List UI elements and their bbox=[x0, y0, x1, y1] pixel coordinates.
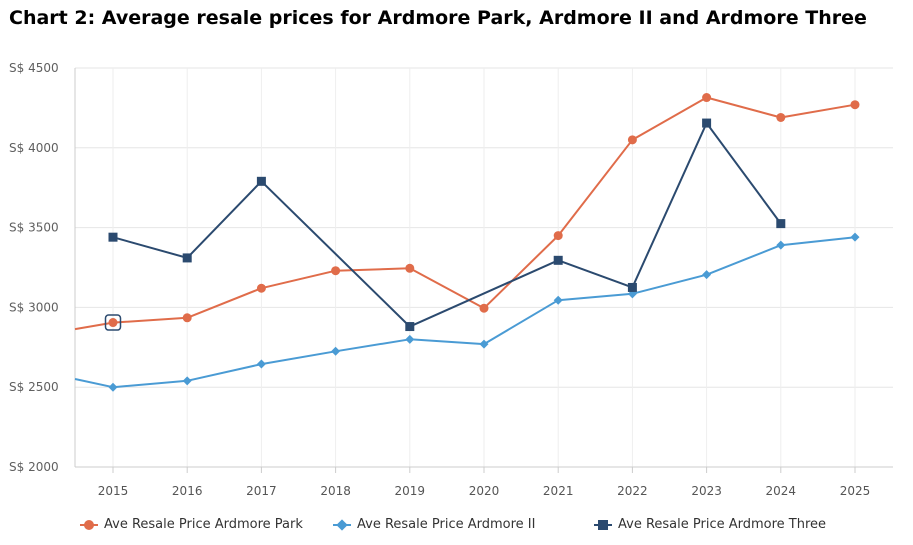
data-point bbox=[553, 231, 563, 241]
legend-item-ardmore-ii[interactable]: Ave Resale Price Ardmore II bbox=[333, 517, 535, 532]
x-axis-tick-labels: 2015 2016 2017 2018 2019 2020 2021 2022 2023 2024… bbox=[98, 484, 871, 498]
legend: Ave Resale Price Ardmore Park Ave Resale… bbox=[0, 517, 913, 537]
legend-item-ardmore-park[interactable]: Ave Resale Price Ardmore Park bbox=[80, 517, 303, 532]
series-line-1 bbox=[74, 236, 856, 389]
data-point bbox=[776, 112, 786, 122]
legend-label-ardmore-ii: Ave Resale Price Ardmore II bbox=[357, 517, 536, 532]
x-tick-label: 2019 bbox=[395, 484, 426, 498]
grid-lines bbox=[75, 67, 893, 467]
data-point bbox=[553, 295, 563, 305]
x-tick-label: 2025 bbox=[840, 484, 871, 498]
x-tick-label: 2023 bbox=[691, 484, 722, 498]
data-point bbox=[627, 135, 637, 145]
x-tick-label: 2024 bbox=[766, 484, 797, 498]
x-tick-label: 2016 bbox=[172, 484, 203, 498]
series-lines bbox=[74, 96, 856, 389]
data-point bbox=[182, 253, 192, 263]
x-tick-label: 2020 bbox=[469, 484, 500, 498]
highlight-marker bbox=[104, 314, 122, 331]
y-axis-tick-labels: S$ 2000 S$ 2500 S$ 3000 S$ 3500 S$ 4000 S$ 45… bbox=[9, 61, 59, 474]
data-point bbox=[405, 322, 415, 332]
data-point bbox=[108, 318, 118, 328]
x-tick-label: 2018 bbox=[320, 484, 351, 498]
data-point bbox=[256, 359, 266, 369]
legend-swatch-ardmore-three bbox=[594, 519, 612, 531]
legend-label-ardmore-park: Ave Resale Price Ardmore Park bbox=[104, 517, 303, 532]
chart-title: Chart 2: Average resale prices for Ardmo… bbox=[9, 7, 867, 29]
data-point bbox=[182, 313, 192, 323]
axes bbox=[74, 68, 893, 473]
series-line-2 bbox=[112, 122, 782, 328]
y-tick-label: S$ 2000 bbox=[9, 460, 59, 474]
data-point bbox=[108, 232, 118, 242]
data-point bbox=[182, 376, 192, 386]
data-point bbox=[256, 176, 266, 186]
y-tick-label: S$ 3000 bbox=[9, 300, 59, 314]
data-point bbox=[702, 270, 712, 280]
series-line-0 bbox=[74, 96, 856, 331]
y-tick-label: S$ 4000 bbox=[9, 141, 59, 155]
legend-item-ardmore-three[interactable]: Ave Resale Price Ardmore Three bbox=[594, 517, 826, 532]
data-point bbox=[479, 303, 489, 313]
data-point bbox=[479, 339, 489, 349]
x-tick-label: 2022 bbox=[617, 484, 648, 498]
data-point bbox=[850, 232, 860, 242]
data-point bbox=[256, 283, 266, 293]
y-tick-label: S$ 3500 bbox=[9, 221, 59, 235]
y-tick-label: S$ 4500 bbox=[9, 61, 59, 75]
data-point bbox=[627, 282, 637, 292]
x-tick-label: 2021 bbox=[543, 484, 574, 498]
legend-label-ardmore-three: Ave Resale Price Ardmore Three bbox=[618, 517, 827, 532]
data-point bbox=[702, 93, 712, 103]
data-point bbox=[776, 219, 786, 229]
data-point bbox=[331, 266, 341, 276]
x-tick-label: 2017 bbox=[246, 484, 277, 498]
data-point bbox=[553, 255, 563, 265]
x-tick-label: 2015 bbox=[98, 484, 129, 498]
data-point bbox=[702, 118, 712, 128]
y-tick-label: S$ 2500 bbox=[9, 380, 59, 394]
series-markers bbox=[104, 93, 860, 392]
legend-swatch-ardmore-ii bbox=[333, 518, 351, 531]
data-point bbox=[776, 240, 786, 250]
data-point bbox=[405, 334, 415, 344]
data-point bbox=[850, 100, 860, 110]
data-point bbox=[331, 346, 341, 356]
legend-swatch-ardmore-park bbox=[80, 519, 98, 531]
data-point bbox=[108, 382, 118, 392]
data-point bbox=[405, 263, 415, 273]
